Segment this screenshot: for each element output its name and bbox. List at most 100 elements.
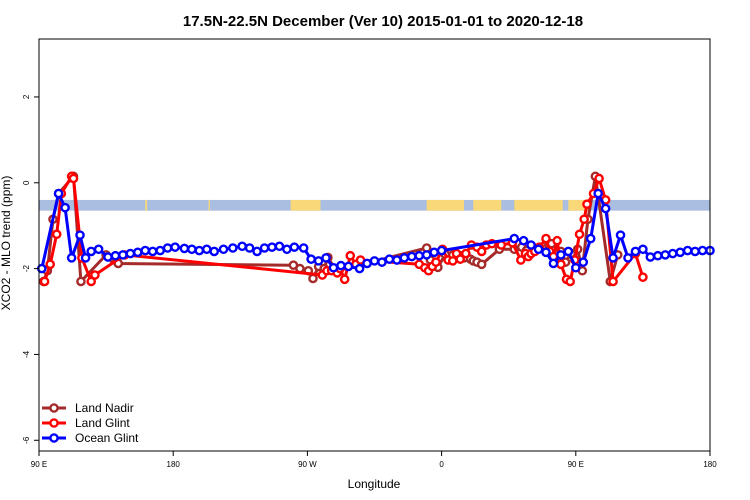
data-point: [660, 250, 671, 260]
data-point: [608, 276, 618, 287]
legend-label: Land Nadir: [75, 401, 134, 415]
data-point: [518, 235, 529, 246]
data-point: [328, 262, 339, 273]
data-point: [556, 259, 566, 270]
data-point: [313, 256, 324, 266]
data-point: [147, 246, 158, 257]
data-point: [354, 263, 365, 274]
series-layer: [36, 171, 715, 287]
data-point: [282, 244, 292, 255]
x-tick-label: 180: [703, 460, 717, 469]
data-point: [377, 257, 387, 267]
y-tick-label: -2: [22, 265, 31, 273]
x-tick-label: 0: [439, 460, 444, 469]
data-point: [600, 203, 611, 214]
x-tick-label: 180: [167, 460, 181, 469]
data-point: [585, 233, 596, 244]
data-point: [39, 276, 50, 287]
legend-swatch-marker: [49, 403, 59, 413]
data-point: [645, 252, 656, 262]
data-point: [541, 233, 551, 244]
data-point: [594, 173, 604, 184]
data-point: [690, 246, 700, 257]
data-point: [608, 253, 618, 263]
data-point: [321, 253, 331, 263]
chart-title: 17.5N-22.5N December (Ver 10) 2015-01-01…: [183, 13, 583, 30]
data-point: [209, 246, 220, 257]
data-point: [51, 229, 62, 240]
data-point: [53, 188, 64, 199]
data-point: [461, 248, 471, 259]
legend-item: Land Nadir: [42, 401, 134, 415]
data-point: [578, 257, 589, 267]
land-band-segment: [208, 199, 210, 211]
data-point: [429, 247, 439, 258]
data-point: [308, 273, 318, 284]
ocean-band: [39, 199, 710, 211]
data-point: [194, 245, 205, 256]
data-point: [140, 245, 151, 256]
data-point: [60, 202, 70, 213]
data-point: [306, 254, 316, 264]
data-point: [582, 199, 592, 210]
data-point: [563, 246, 574, 257]
data-point: [298, 243, 309, 253]
data-point: [414, 250, 425, 261]
legend-swatch-marker: [49, 433, 59, 443]
data-point: [565, 276, 576, 287]
data-point: [336, 260, 346, 271]
land-band-segment: [426, 199, 464, 211]
data-point: [653, 250, 663, 261]
data-point: [667, 248, 678, 259]
x-tick-label: 90 E: [568, 460, 584, 469]
data-point: [369, 256, 380, 266]
y-axis: 2 0 -2 -4 -6: [22, 94, 39, 444]
data-point: [623, 253, 633, 263]
data-point: [455, 254, 466, 264]
data-point: [392, 255, 402, 265]
data-point: [45, 259, 55, 270]
data-point: [118, 250, 128, 260]
data-point: [406, 251, 417, 262]
data-point: [80, 253, 91, 263]
land-band-segment: [145, 199, 148, 211]
y-tick-label: -6: [22, 436, 31, 444]
data-point: [533, 244, 544, 255]
data-point: [362, 258, 372, 269]
land-band-segment: [514, 199, 563, 211]
land-band-segment: [473, 199, 502, 211]
data-point: [509, 233, 520, 244]
data-point: [237, 241, 247, 252]
plot-frame: [38, 38, 711, 452]
data-point: [548, 258, 559, 269]
data-point: [516, 255, 526, 265]
y-tick-label: 2: [22, 94, 31, 99]
y-tick-label: 0: [22, 180, 31, 185]
data-point: [244, 243, 255, 253]
data-point: [697, 245, 708, 256]
data-point: [476, 246, 487, 257]
y-tick-label: -4: [22, 350, 31, 358]
legend-item: Ocean Glint: [42, 431, 139, 445]
series-ocean-glint: [36, 188, 715, 274]
land-band-segment: [568, 199, 591, 211]
series-land-glint: [39, 171, 648, 287]
y-axis-title: XCO2 - MLO trend (ppm): [0, 176, 13, 311]
legend-label: Ocean Glint: [75, 431, 139, 445]
data-point: [179, 243, 190, 254]
data-point: [267, 242, 277, 252]
data-point: [132, 247, 143, 258]
data-point: [384, 254, 395, 264]
data-point: [638, 244, 648, 255]
data-point: [68, 173, 79, 184]
data-point: [103, 252, 113, 262]
data-point: [343, 261, 354, 272]
x-axis-title: Longitude: [348, 477, 401, 491]
data-point: [630, 246, 641, 257]
data-point: [201, 244, 212, 255]
data-point: [86, 246, 96, 257]
data-point: [476, 259, 487, 270]
data-point: [110, 250, 121, 261]
data-point: [421, 250, 432, 260]
data-point: [76, 276, 86, 287]
